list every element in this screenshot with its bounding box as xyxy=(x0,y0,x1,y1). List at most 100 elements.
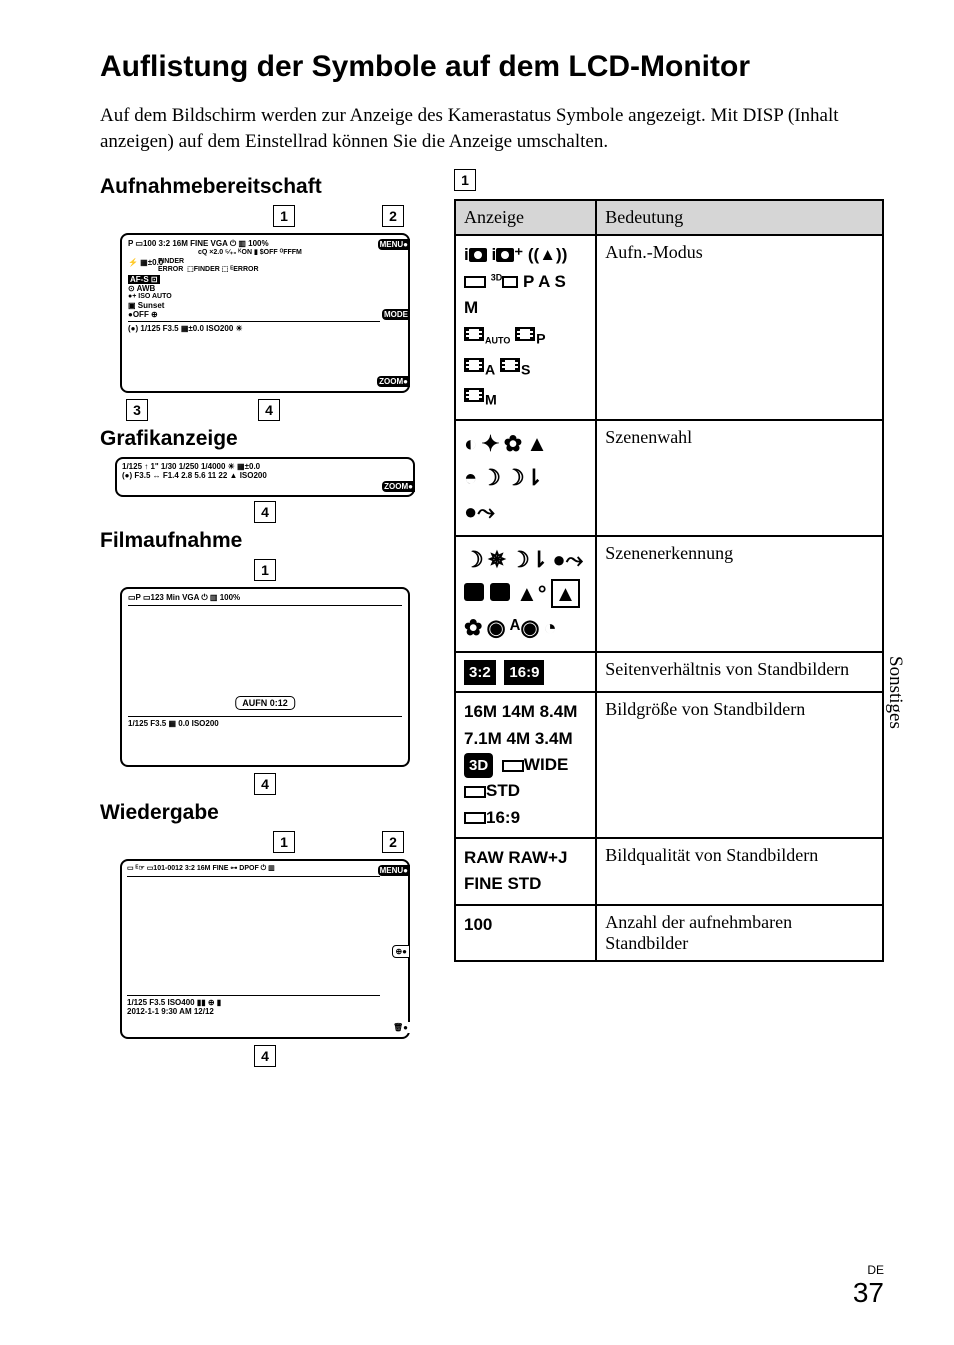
scene-icon: ◐ xyxy=(464,431,477,456)
film-icon xyxy=(515,327,535,341)
figure-standby: MENU● MODE ZOOM● P ▭100 3:2 16M FINE VGA… xyxy=(120,233,410,393)
film-icon xyxy=(464,358,484,372)
standby-line8: ●OFF ⊕ xyxy=(128,310,380,319)
aspect-chip: 16:9 xyxy=(504,660,544,685)
cell-symbols: i i⁺ ((▲)) 3D ▭ ³ᴰ▭ P A SP A S M AUTO P … xyxy=(455,235,596,419)
table-column: 1 Anzeige Bedeutung i i⁺ ((▲)) 3D ▭ ³ᴰ▭ … xyxy=(454,169,884,1067)
footer-region: DE xyxy=(853,1263,884,1277)
scene-icon: ◉ xyxy=(486,615,505,640)
scene-icon xyxy=(490,583,510,601)
callout-1c: 1 xyxy=(273,831,295,853)
film-icon xyxy=(500,358,520,372)
cell-meaning: Szenenwahl xyxy=(596,420,883,536)
cell-meaning: Bildqualität von Standbildern xyxy=(596,838,883,905)
panorama-icon xyxy=(464,276,486,288)
cell-meaning: Bildgröße von Standbildern xyxy=(596,692,883,838)
page-title: Auflistung der Symbole auf dem LCD-Monit… xyxy=(100,50,884,84)
playback-top: ▭ ᴱ☞ ▭101-0012 3:2 16M FINE ⊶ DPOF ⏻ ▥ xyxy=(127,865,380,876)
callout-2b: 2 xyxy=(382,831,404,853)
scene-icon xyxy=(464,583,484,601)
scene-icon: ☽⇂ xyxy=(505,465,543,490)
figure-playback: MENU● ⊕● 🗑● ▭ ᴱ☞ ▭101-0012 3:2 16M FINE … xyxy=(120,859,410,1039)
section-graph: Grafikanzeige xyxy=(100,427,430,451)
scene-icon: ●⤳ xyxy=(464,499,495,524)
table-row: 100 Anzahl der aufnehmbaren Standbilder xyxy=(455,905,883,961)
scene-icon: ▲ xyxy=(526,431,548,456)
cell-symbols: ☽✵☽⇂●⤳ ▲°▲ ✿◉ᴬ◉◔ xyxy=(455,536,596,652)
scene-icon: ▲ xyxy=(551,579,581,608)
zoom-icon: ZOOM● xyxy=(382,481,415,492)
side-tab: Sonstiges xyxy=(884,656,906,729)
scene-icon: ✦ xyxy=(481,431,499,456)
table-callout-1: 1 xyxy=(454,169,476,191)
standby-top-row: P ▭100 3:2 16M FINE VGA ⏻ ▥ 100% xyxy=(128,239,380,249)
icon-table: Anzeige Bedeutung i i⁺ ((▲)) 3D ▭ ³ᴰ▭ P … xyxy=(454,199,884,961)
standby-line3b: FINDER ERROR ⬚FINDER ⬚ ᴱERROR xyxy=(128,258,380,275)
playback-bottom1: 1/125 F3.5 ISO400 ▮▮ ⊕ ▮ xyxy=(127,995,380,1007)
standby-line7: ▣ Sunset xyxy=(128,301,380,310)
scene-icon: ☽⇂ xyxy=(510,547,548,572)
section-playback: Wiedergabe xyxy=(100,801,430,825)
standby-line5: ⊙ AWB xyxy=(128,284,380,293)
scene-icon: ▲° xyxy=(516,581,547,606)
table-row: ◐✦✿▲ ◓☽☽⇂ ●⤳ Szenenwahl xyxy=(455,420,883,536)
trash-icon: 🗑● xyxy=(391,1022,410,1033)
aspect-chip: 3:2 xyxy=(464,660,496,685)
cell-meaning: Anzahl der aufnehmbaren Standbilder xyxy=(596,905,883,961)
film-rec-time: AUFN 0:12 xyxy=(235,696,295,710)
standby-line6: ●+ ISO AUTO xyxy=(128,293,380,301)
col-bedeutung: Bedeutung xyxy=(596,200,883,235)
scene-icon: ◓ xyxy=(464,465,477,490)
mode-icon: MODE xyxy=(382,309,410,320)
scene-icon: ✿ xyxy=(504,431,522,456)
cell-symbols: 3:2 16:9 xyxy=(455,652,596,692)
scene-icon: ◔ xyxy=(544,615,557,640)
panorama-icon xyxy=(464,812,486,824)
cell-symbols: 100 xyxy=(455,905,596,961)
callout-4d: 4 xyxy=(254,1045,276,1067)
camera-icon xyxy=(496,248,514,262)
film-icon xyxy=(464,388,484,402)
cell-symbols: ◐✦✿▲ ◓☽☽⇂ ●⤳ xyxy=(455,420,596,536)
camera-icon xyxy=(469,248,487,262)
zoom-in-icon: ⊕● xyxy=(392,945,410,958)
table-row: 16M 14M 8.4M 7.1M 4M 3.4M 3D WIDE STD 16… xyxy=(455,692,883,838)
cell-meaning: Szenenerkennung xyxy=(596,536,883,652)
scene-icon: ✵ xyxy=(488,547,506,572)
cell-symbols: RAW RAW+J FINE STD xyxy=(455,838,596,905)
scene-icon: ᴬ◉ xyxy=(510,615,540,640)
scene-icon: ☽ xyxy=(481,465,501,490)
scene-icon: ☽ xyxy=(464,547,484,572)
callout-4c: 4 xyxy=(254,773,276,795)
intro-text: Auf dem Bildschirm werden zur Anzeige de… xyxy=(100,103,884,155)
film-bottom: 1/125 F3.5 ▦ 0.0 ISO200 xyxy=(128,716,402,728)
person-icon: ▲ xyxy=(539,245,556,264)
panorama3d-icon xyxy=(502,276,518,288)
callout-4a: 4 xyxy=(258,399,280,421)
scene-icon: ✿ xyxy=(464,615,482,640)
standby-line2: cQ ×2.0 ⁵∕₊₀ ᴷON ▮ $OFF ᴼFFFM xyxy=(128,249,380,257)
table-row: 3:2 16:9 Seitenverhältnis von Standbilde… xyxy=(455,652,883,692)
footer-page-number: 37 xyxy=(853,1277,884,1309)
cell-meaning: Seitenverhältnis von Standbildern xyxy=(596,652,883,692)
threed-icon: 3D xyxy=(464,753,493,778)
page-footer: DE 37 xyxy=(853,1263,884,1309)
menu-icon: MENU● xyxy=(378,865,410,876)
section-standby: Aufnahmebereitschaft xyxy=(100,175,430,199)
callout-3: 3 xyxy=(126,399,148,421)
table-row: ☽✵☽⇂●⤳ ▲°▲ ✿◉ᴬ◉◔ Szenenerkennung xyxy=(455,536,883,652)
figure-film: ▭P ▭123 Min VGA ⏻ ▥ 100% AUFN 0:12 1/125… xyxy=(120,587,410,767)
cell-symbols: 16M 14M 8.4M 7.1M 4M 3.4M 3D WIDE STD 16… xyxy=(455,692,596,838)
cell-meaning: Aufn.-Modus xyxy=(596,235,883,419)
figures-column: Aufnahmebereitschaft 1 2 MENU● MODE ZOOM… xyxy=(100,169,430,1067)
playback-bottom2: 2012-1-1 9:30 AM 12/12 xyxy=(127,1007,380,1016)
callout-1b: 1 xyxy=(254,559,276,581)
zoom-icon: ZOOM● xyxy=(377,376,410,387)
panorama-icon xyxy=(464,786,486,798)
film-top: ▭P ▭123 Min VGA ⏻ ▥ 100% xyxy=(128,593,402,606)
figure-graph: ZOOM● 1/125 ↑ 1" 1/30 1/250 1/4000 ☀ ▦±0… xyxy=(115,457,415,497)
film-icon xyxy=(464,327,484,341)
table-row: RAW RAW+J FINE STD Bildqualität von Stan… xyxy=(455,838,883,905)
callout-1: 1 xyxy=(273,205,295,227)
standby-line-afs: AF-S ⊡ xyxy=(128,275,160,284)
